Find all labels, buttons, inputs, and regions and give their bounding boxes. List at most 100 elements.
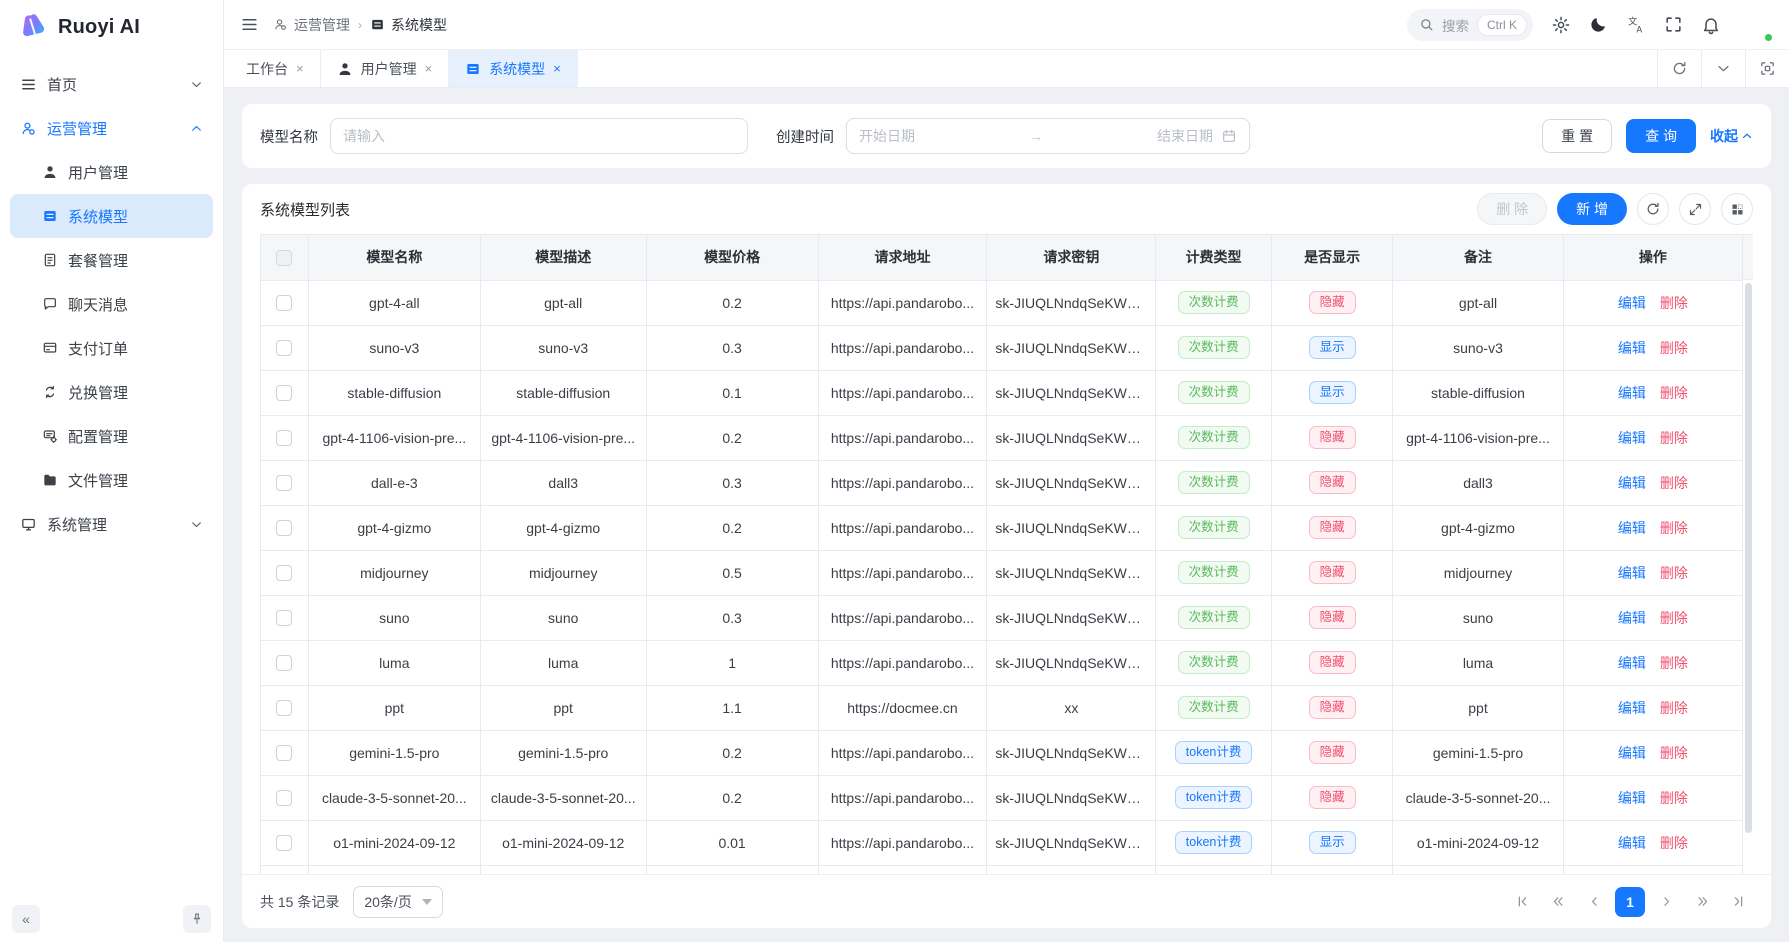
delete-link[interactable]: 删除 — [1660, 790, 1688, 806]
row-checkbox[interactable] — [276, 835, 292, 851]
cell-billing: token计费 — [1156, 820, 1272, 865]
edit-link[interactable]: 编辑 — [1618, 385, 1646, 401]
sidebar-item-chat[interactable]: 聊天消息 — [10, 282, 213, 326]
next-page-button[interactable] — [1651, 887, 1681, 917]
delete-link[interactable]: 删除 — [1660, 745, 1688, 761]
row-checkbox[interactable] — [276, 655, 292, 671]
column-settings-button[interactable] — [1721, 193, 1753, 225]
edit-link[interactable]: 编辑 — [1618, 835, 1646, 851]
prev-page-button[interactable] — [1579, 887, 1609, 917]
sidebar-item-card[interactable]: 支付订单 — [10, 326, 213, 370]
row-checkbox[interactable] — [276, 340, 292, 356]
edit-link[interactable]: 编辑 — [1618, 655, 1646, 671]
delete-link[interactable]: 删除 — [1660, 340, 1688, 356]
app-logo-icon — [18, 12, 48, 42]
row-checkbox[interactable] — [276, 520, 292, 536]
chat-icon — [42, 296, 58, 312]
row-checkbox[interactable] — [276, 745, 292, 761]
reset-button[interactable]: 重 置 — [1542, 119, 1612, 153]
sidebar-item-user[interactable]: 用户管理 — [10, 150, 213, 194]
row-checkbox[interactable] — [276, 475, 292, 491]
sidebar-item-exchange[interactable]: 兑换管理 — [10, 370, 213, 414]
logo-row[interactable]: Ruoyi AI — [0, 0, 223, 54]
delete-link[interactable]: 删除 — [1660, 430, 1688, 446]
sidebar-item-config[interactable]: 配置管理 — [10, 414, 213, 458]
delete-button[interactable]: 删 除 — [1477, 193, 1547, 225]
row-checkbox[interactable] — [276, 385, 292, 401]
edit-link[interactable]: 编辑 — [1618, 340, 1646, 356]
breadcrumb-parent[interactable]: 运营管理 — [273, 15, 350, 35]
cell-visible: 隐藏 — [1271, 415, 1392, 460]
translate-language-icon[interactable]: 文A — [1626, 15, 1646, 35]
table-scrollbar[interactable] — [1745, 283, 1752, 833]
tab-close-icon[interactable]: × — [296, 61, 304, 76]
edit-link[interactable]: 编辑 — [1618, 610, 1646, 626]
cell-name: gemini-1.5-pro — [308, 730, 480, 775]
sidebar-item-operations[interactable]: 运营管理 — [10, 106, 213, 150]
edit-link[interactable]: 编辑 — [1618, 745, 1646, 761]
date-range-input[interactable]: 开始日期 → 结束日期 — [846, 118, 1250, 154]
prev-5-pages-button[interactable] — [1543, 887, 1573, 917]
row-checkbox[interactable] — [276, 700, 292, 716]
edit-link[interactable]: 编辑 — [1618, 700, 1646, 716]
expand-table-button[interactable] — [1679, 193, 1711, 225]
fullscreen-icon[interactable] — [1664, 15, 1683, 34]
delete-link[interactable]: 删除 — [1660, 520, 1688, 536]
next-5-pages-button[interactable] — [1687, 887, 1717, 917]
delete-link[interactable]: 删除 — [1660, 385, 1688, 401]
page-size-select[interactable]: 20条/页 — [353, 886, 442, 918]
delete-link[interactable]: 删除 — [1660, 295, 1688, 311]
collapse-sidebar-button[interactable]: « — [12, 905, 40, 933]
edit-link[interactable]: 编辑 — [1618, 430, 1646, 446]
tab-close-icon[interactable]: × — [553, 61, 561, 76]
delete-link[interactable]: 删除 — [1660, 565, 1688, 581]
tabs-dropdown-chevron-icon[interactable] — [1701, 50, 1745, 87]
settings-gear-icon[interactable] — [1551, 15, 1571, 35]
dark-mode-moon-icon[interactable] — [1589, 15, 1608, 34]
delete-link[interactable]: 删除 — [1660, 700, 1688, 716]
row-checkbox[interactable] — [276, 295, 292, 311]
add-button[interactable]: 新 增 — [1557, 193, 1627, 225]
edit-link[interactable]: 编辑 — [1618, 475, 1646, 491]
sidebar-item-list[interactable]: 系统模型 — [10, 194, 213, 238]
edit-link[interactable]: 编辑 — [1618, 295, 1646, 311]
row-checkbox[interactable] — [276, 610, 292, 626]
cell-select — [261, 505, 308, 550]
search-button[interactable]: 查 询 — [1626, 119, 1696, 153]
edit-link[interactable]: 编辑 — [1618, 790, 1646, 806]
delete-link[interactable]: 删除 — [1660, 835, 1688, 851]
refresh-tab-icon[interactable] — [1657, 50, 1701, 87]
tab-user-management[interactable]: 用户管理× — [321, 50, 450, 87]
edit-link[interactable]: 编辑 — [1618, 565, 1646, 581]
hamburger-menu-icon[interactable] — [240, 15, 259, 34]
delete-link[interactable]: 删除 — [1660, 610, 1688, 626]
page-1-button[interactable]: 1 — [1615, 887, 1645, 917]
cell-empty — [1393, 865, 1563, 874]
sidebar-item-doc[interactable]: 套餐管理 — [10, 238, 213, 282]
first-page-button[interactable] — [1507, 887, 1537, 917]
global-search[interactable]: 搜索 Ctrl K — [1407, 9, 1533, 41]
row-checkbox[interactable] — [276, 430, 292, 446]
row-checkbox[interactable] — [276, 790, 292, 806]
select-all-checkbox[interactable] — [276, 250, 292, 266]
tab-workbench[interactable]: 工作台× — [230, 50, 321, 87]
delete-link[interactable]: 删除 — [1660, 475, 1688, 491]
cell-billing: 次数计费 — [1156, 415, 1272, 460]
row-checkbox[interactable] — [276, 565, 292, 581]
last-page-button[interactable] — [1723, 887, 1753, 917]
user-avatar[interactable] — [1739, 8, 1773, 42]
cell-desc: gpt-4-gizmo — [480, 505, 646, 550]
maximize-content-icon[interactable] — [1745, 50, 1789, 87]
delete-link[interactable]: 删除 — [1660, 655, 1688, 671]
edit-link[interactable]: 编辑 — [1618, 520, 1646, 536]
collapse-filter-link[interactable]: 收起 — [1710, 126, 1753, 146]
pin-sidebar-button[interactable] — [183, 905, 211, 933]
tab-system-model[interactable]: 系统模型× — [449, 50, 578, 87]
sidebar-item-home[interactable]: 首页 — [10, 62, 213, 106]
notifications-bell-icon[interactable] — [1701, 15, 1721, 35]
sidebar-item-system[interactable]: 系统管理 — [10, 502, 213, 546]
sidebar-item-folder[interactable]: 文件管理 — [10, 458, 213, 502]
model-name-input[interactable] — [330, 118, 748, 154]
refresh-table-button[interactable] — [1637, 193, 1669, 225]
tab-close-icon[interactable]: × — [425, 61, 433, 76]
